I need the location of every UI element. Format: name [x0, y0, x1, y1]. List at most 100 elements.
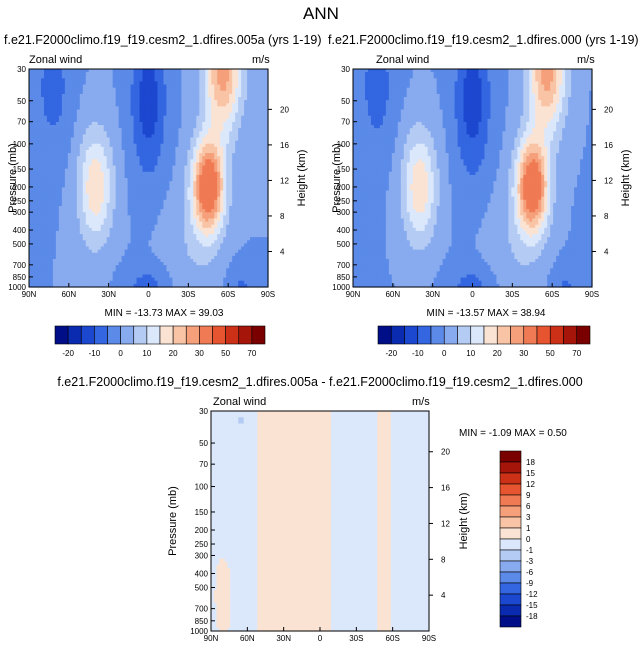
- contour-cell: [115, 100, 120, 104]
- contour-cell: [91, 234, 96, 238]
- contour-cell: [259, 181, 263, 185]
- contour-cell: [121, 224, 126, 229]
- contour-cell: [70, 178, 75, 182]
- contour-cell: [115, 199, 120, 204]
- contour-cell: [40, 255, 45, 260]
- contour-cell: [106, 78, 111, 83]
- contour-cell: [58, 221, 63, 226]
- contour-cell: [148, 199, 153, 204]
- contour-cell: [97, 171, 102, 176]
- contour-cell: [37, 146, 42, 151]
- contour-cell: [157, 156, 162, 160]
- contour-cell: [241, 125, 245, 129]
- contour-cell: [193, 227, 197, 232]
- contour-cell: [94, 97, 99, 101]
- contour-cell: [121, 93, 126, 98]
- contour-cell: [127, 100, 132, 104]
- contour-cell: [43, 112, 48, 117]
- contour-cell: [94, 230, 99, 235]
- contour-cell: [178, 140, 182, 145]
- contour-cell: [73, 181, 78, 185]
- contour-cell: [172, 115, 176, 120]
- contour-cell: [29, 118, 33, 123]
- contour-cell: [217, 162, 221, 167]
- contour-cell: [157, 174, 162, 179]
- contour-cell: [202, 72, 206, 76]
- contour-cell: [55, 143, 60, 148]
- contour-cell: [253, 106, 257, 111]
- contour-cell: [70, 69, 75, 73]
- contour-cell: [64, 118, 69, 123]
- contour-cell: [241, 87, 245, 92]
- contour-cell: [31, 234, 36, 238]
- contour-cell: [151, 258, 156, 263]
- contour-cell: [187, 137, 191, 142]
- contour-cell: [202, 190, 206, 195]
- contour-cell: [184, 118, 188, 123]
- contour-cell: [46, 252, 51, 257]
- contour-cell: [73, 224, 78, 229]
- contour-cell: [139, 146, 144, 151]
- contour-cell: [133, 103, 138, 107]
- contour-cell: [199, 252, 203, 257]
- contour-cell: [232, 202, 236, 207]
- contour-cell: [211, 255, 215, 260]
- contour-cell: [148, 243, 153, 248]
- contour-cell: [217, 215, 221, 220]
- contour-cell: [70, 218, 75, 223]
- contour-cell: [133, 162, 138, 167]
- contour-cell: [208, 252, 212, 257]
- contour-cell: [262, 87, 266, 92]
- contour-cell: [265, 78, 269, 83]
- contour-cell: [64, 246, 69, 251]
- contour-cell: [100, 72, 105, 76]
- contour-cell: [127, 143, 132, 148]
- contour-cell: [226, 174, 230, 179]
- contour-cell: [124, 131, 129, 135]
- contour-cell: [115, 240, 120, 244]
- contour-cell: [97, 187, 102, 192]
- contour-cell: [64, 227, 69, 232]
- contour-cell: [193, 87, 197, 92]
- contour-cell: [148, 72, 153, 76]
- contour-cell: [94, 137, 99, 142]
- contour-cell: [190, 137, 194, 142]
- contour-cell: [181, 246, 185, 251]
- contour-cell: [55, 75, 60, 79]
- contour-cell: [55, 193, 60, 198]
- contour-cell: [58, 159, 63, 164]
- contour-cell: [142, 93, 147, 98]
- contour-cell: [202, 131, 206, 135]
- contour-cell: [238, 255, 242, 260]
- contour-cell: [127, 97, 132, 101]
- contour-cell: [79, 137, 84, 142]
- contour-cell: [49, 212, 54, 216]
- contour-cell: [61, 118, 66, 123]
- contour-cell: [103, 230, 108, 235]
- contour-cell: [226, 146, 230, 151]
- contour-cell: [241, 252, 245, 257]
- contour-cell: [91, 75, 96, 79]
- contour-cell: [55, 81, 60, 86]
- contour-cell: [145, 221, 150, 226]
- contour-cell: [52, 240, 57, 244]
- contour-cell: [124, 84, 129, 89]
- contour-cell: [121, 218, 126, 223]
- contour-cell: [166, 90, 171, 95]
- contour-cell: [190, 87, 194, 92]
- contour-cell: [61, 171, 66, 176]
- contour-cell: [178, 100, 182, 104]
- contour-cell: [142, 227, 147, 232]
- contour-cell: [70, 156, 75, 160]
- contour-cell: [64, 103, 69, 107]
- contour-cell: [40, 237, 45, 241]
- contour-cell: [250, 97, 254, 101]
- contour-cell: [67, 137, 72, 142]
- contour-cell: [244, 100, 248, 104]
- contour-cell: [29, 90, 33, 95]
- contour-cell: [103, 168, 108, 173]
- contour-cell: [256, 137, 260, 142]
- contour-cell: [202, 100, 206, 104]
- contour-cell: [262, 115, 266, 120]
- contour-cell: [244, 115, 248, 120]
